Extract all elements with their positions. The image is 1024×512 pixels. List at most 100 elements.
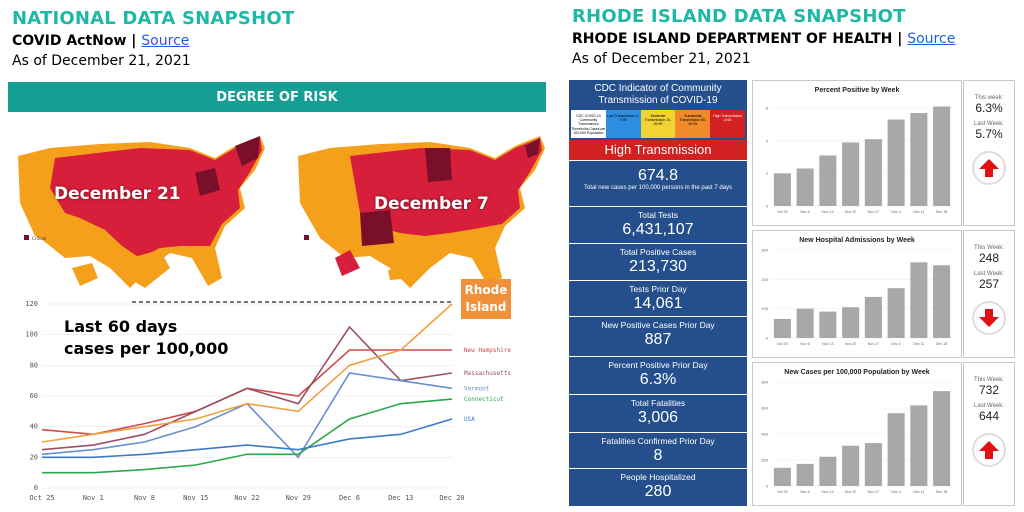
y-tick-label: 200 <box>761 458 768 463</box>
bar <box>819 456 837 486</box>
x-tick-label: Nov 13 <box>822 210 833 214</box>
cdc-indicator-panel: CDC Indicator of Community Transmission … <box>569 80 747 506</box>
national-source-link[interactable]: Source <box>141 33 190 49</box>
y-tick-label: 300 <box>761 248 768 253</box>
cases-line-chart: 0 20 40 60 80 100 120 Oct 25 Nov 1 Nov 8 Nov 15 Nov… <box>25 300 511 502</box>
x-tick-label: Oct 25 <box>29 494 54 502</box>
bar <box>910 262 928 338</box>
y-tick-label: 120 <box>25 300 38 308</box>
x-tick-label: Nov 8 <box>134 494 155 502</box>
series-label-vermont: Vermont <box>464 385 490 392</box>
x-tick-label: Nov 13 <box>822 490 833 494</box>
x-tick-label: Nov 1 <box>83 494 104 502</box>
y-tick-label: 4 <box>766 138 769 143</box>
bar <box>887 288 905 338</box>
cdc-transmission-legend: CDC COVID-19 Community Transmission Thre… <box>571 110 745 138</box>
x-tick-label: Dec 4 <box>891 210 900 214</box>
map-legend-dec21: Critical <box>32 236 46 241</box>
last-week-label: Last Week: <box>974 403 1004 409</box>
x-tick-label: Dec 11 <box>913 210 924 214</box>
stat-value: 280 <box>644 483 672 500</box>
series-label-connecticut: Connecticut <box>464 396 504 403</box>
series-line-rhode-island <box>41 303 453 443</box>
us-risk-map-dec7 <box>298 136 545 288</box>
cdc-stat: Total Positive Cases 213,730 <box>569 243 747 280</box>
high-transmission-badge: High Transmission <box>569 140 747 160</box>
bar <box>864 139 882 206</box>
bar <box>773 173 791 206</box>
cdc-legend-item: High Transmission ≥100 <box>710 110 745 138</box>
weekly-bar-chart: Percent Positive by Week 0 2 4 6 Oct 30 Nov 6 N… <box>752 80 962 226</box>
weekly-bar-chart: New Cases per 100,000 Population by Week… <box>752 362 962 506</box>
x-tick-label: Dec 4 <box>891 342 900 346</box>
x-tick-label: Dec 6 <box>339 494 360 502</box>
x-tick-label: Dec 18 <box>936 490 947 494</box>
last-week-value: 257 <box>978 277 1000 291</box>
bar <box>819 155 837 206</box>
stat-label: Percent Positive Prior Day <box>608 360 708 370</box>
stat-label: Total Positive Cases <box>619 247 697 257</box>
y-tick-label: 0 <box>34 484 38 492</box>
x-tick-label: Dec 18 <box>936 210 947 214</box>
bar-chart-title: Percent Positive by Week <box>814 87 900 94</box>
this-week-label: This week: <box>974 95 1004 101</box>
last-week-label: Last Week: <box>974 121 1004 127</box>
x-tick-label: Oct 30 <box>777 210 788 214</box>
map-label-dec7: December 7 <box>374 194 489 214</box>
ri-badge-line1: Rhode <box>464 283 508 297</box>
x-tick-label: Dec 11 <box>913 342 924 346</box>
y-tick-label: 0 <box>766 484 769 489</box>
cdc-stat: Total Fatalities 3,006 <box>569 394 747 432</box>
stat-value: 8 <box>653 447 663 464</box>
cdc-legend-item: Moderate Transmission 10-49.99 <box>640 110 676 138</box>
this-week-label: This Week: <box>974 377 1004 383</box>
last-week-value: 5.7% <box>975 127 1003 141</box>
ri-badge-line2: Island <box>465 300 507 314</box>
stat-value: 6,431,107 <box>622 221 694 238</box>
cdc-stat: New Positive Cases Prior Day 887 <box>569 316 747 356</box>
series-label-new-hampshire: New Hampshire <box>464 347 511 354</box>
bar-chart-title: New Cases per 100,000 Population by Week <box>784 369 930 376</box>
cdc-stat: Percent Positive Prior Day 6.3% <box>569 356 747 394</box>
cdc-title-line1: CDC Indicator of Community <box>594 83 722 94</box>
y-tick-label: 400 <box>761 432 768 437</box>
stat-value: 213,730 <box>629 258 687 275</box>
y-tick-label: 200 <box>761 277 768 282</box>
x-tick-label: Dec 20 <box>439 494 464 502</box>
chart-note-line2: cases per 100,000 <box>64 339 229 358</box>
x-tick-label: Nov 27 <box>868 210 879 214</box>
y-tick-label: 100 <box>761 306 768 311</box>
stat-label: Total Fatalities <box>630 398 686 408</box>
x-tick-label: Nov 29 <box>286 494 311 502</box>
week-comparison-panel: This Week: 248 Last Week: 257 <box>963 230 1015 358</box>
x-tick-label: Nov 6 <box>800 210 809 214</box>
y-tick-label: 20 <box>30 453 38 461</box>
x-tick-label: Nov 20 <box>845 210 856 214</box>
cdc-legend-item: Substantial Transmission 50-99.99 <box>675 110 711 138</box>
ri-source-link[interactable]: Source <box>907 31 956 47</box>
y-tick-label: 0 <box>766 336 769 341</box>
ri-as-of: As of December 21, 2021 <box>572 51 751 67</box>
x-tick-label: Oct 30 <box>777 342 788 346</box>
bar <box>842 142 860 206</box>
series-line-connecticut <box>42 398 453 474</box>
x-tick-label: Nov 20 <box>845 342 856 346</box>
x-tick-label: Dec 13 <box>388 494 413 502</box>
chart-note-line1: Last 60 days <box>64 317 178 336</box>
ri-dept: RHODE ISLAND DEPARTMENT OF HEALTH | <box>572 31 908 47</box>
stat-label: Total Tests <box>637 210 678 220</box>
bar-chart-svg: 0 2 4 6 Oct 30 Nov 6 Nov 13 Nov 20 Nov 27 Dec 4 De… <box>766 106 953 214</box>
stat-value: 887 <box>644 331 672 348</box>
this-week-value: 6.3% <box>975 101 1003 115</box>
y-tick-label: 800 <box>761 380 768 385</box>
ri-source-line: RHODE ISLAND DEPARTMENT OF HEALTH | Sour… <box>572 31 955 47</box>
bar <box>796 168 814 206</box>
stat-value: 6.3% <box>639 371 677 388</box>
national-as-of: As of December 21, 2021 <box>12 53 191 69</box>
cdc-stat: Fatalities Confirmed Prior Day 8 <box>569 432 747 468</box>
bar <box>864 296 882 338</box>
last-week-label: Last Week: <box>974 271 1004 277</box>
bar <box>819 311 837 338</box>
arrow-up-icon <box>972 433 1006 467</box>
week-comparison-panel: This Week: 732 Last Week: 644 <box>963 362 1015 506</box>
